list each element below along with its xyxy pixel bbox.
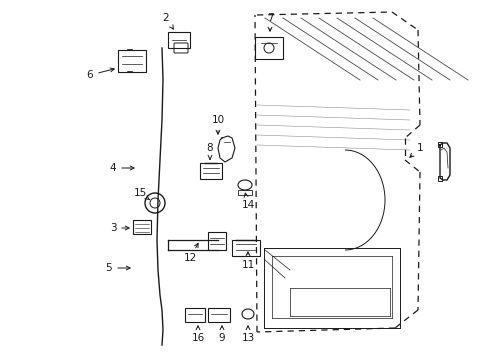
Text: 5: 5 [105, 263, 130, 273]
Text: 16: 16 [191, 326, 204, 343]
Text: 12: 12 [183, 243, 198, 263]
Text: 3: 3 [109, 223, 129, 233]
Text: 13: 13 [241, 326, 254, 343]
Text: 9: 9 [218, 326, 225, 343]
Text: 2: 2 [163, 13, 173, 29]
Text: 10: 10 [211, 115, 224, 134]
Text: 15: 15 [133, 188, 149, 200]
Text: 4: 4 [109, 163, 134, 173]
Text: 14: 14 [241, 193, 254, 210]
Text: 7: 7 [266, 13, 273, 31]
Text: 11: 11 [241, 252, 254, 270]
Text: 8: 8 [206, 143, 213, 159]
Text: 6: 6 [86, 68, 114, 80]
Text: 1: 1 [409, 143, 423, 157]
